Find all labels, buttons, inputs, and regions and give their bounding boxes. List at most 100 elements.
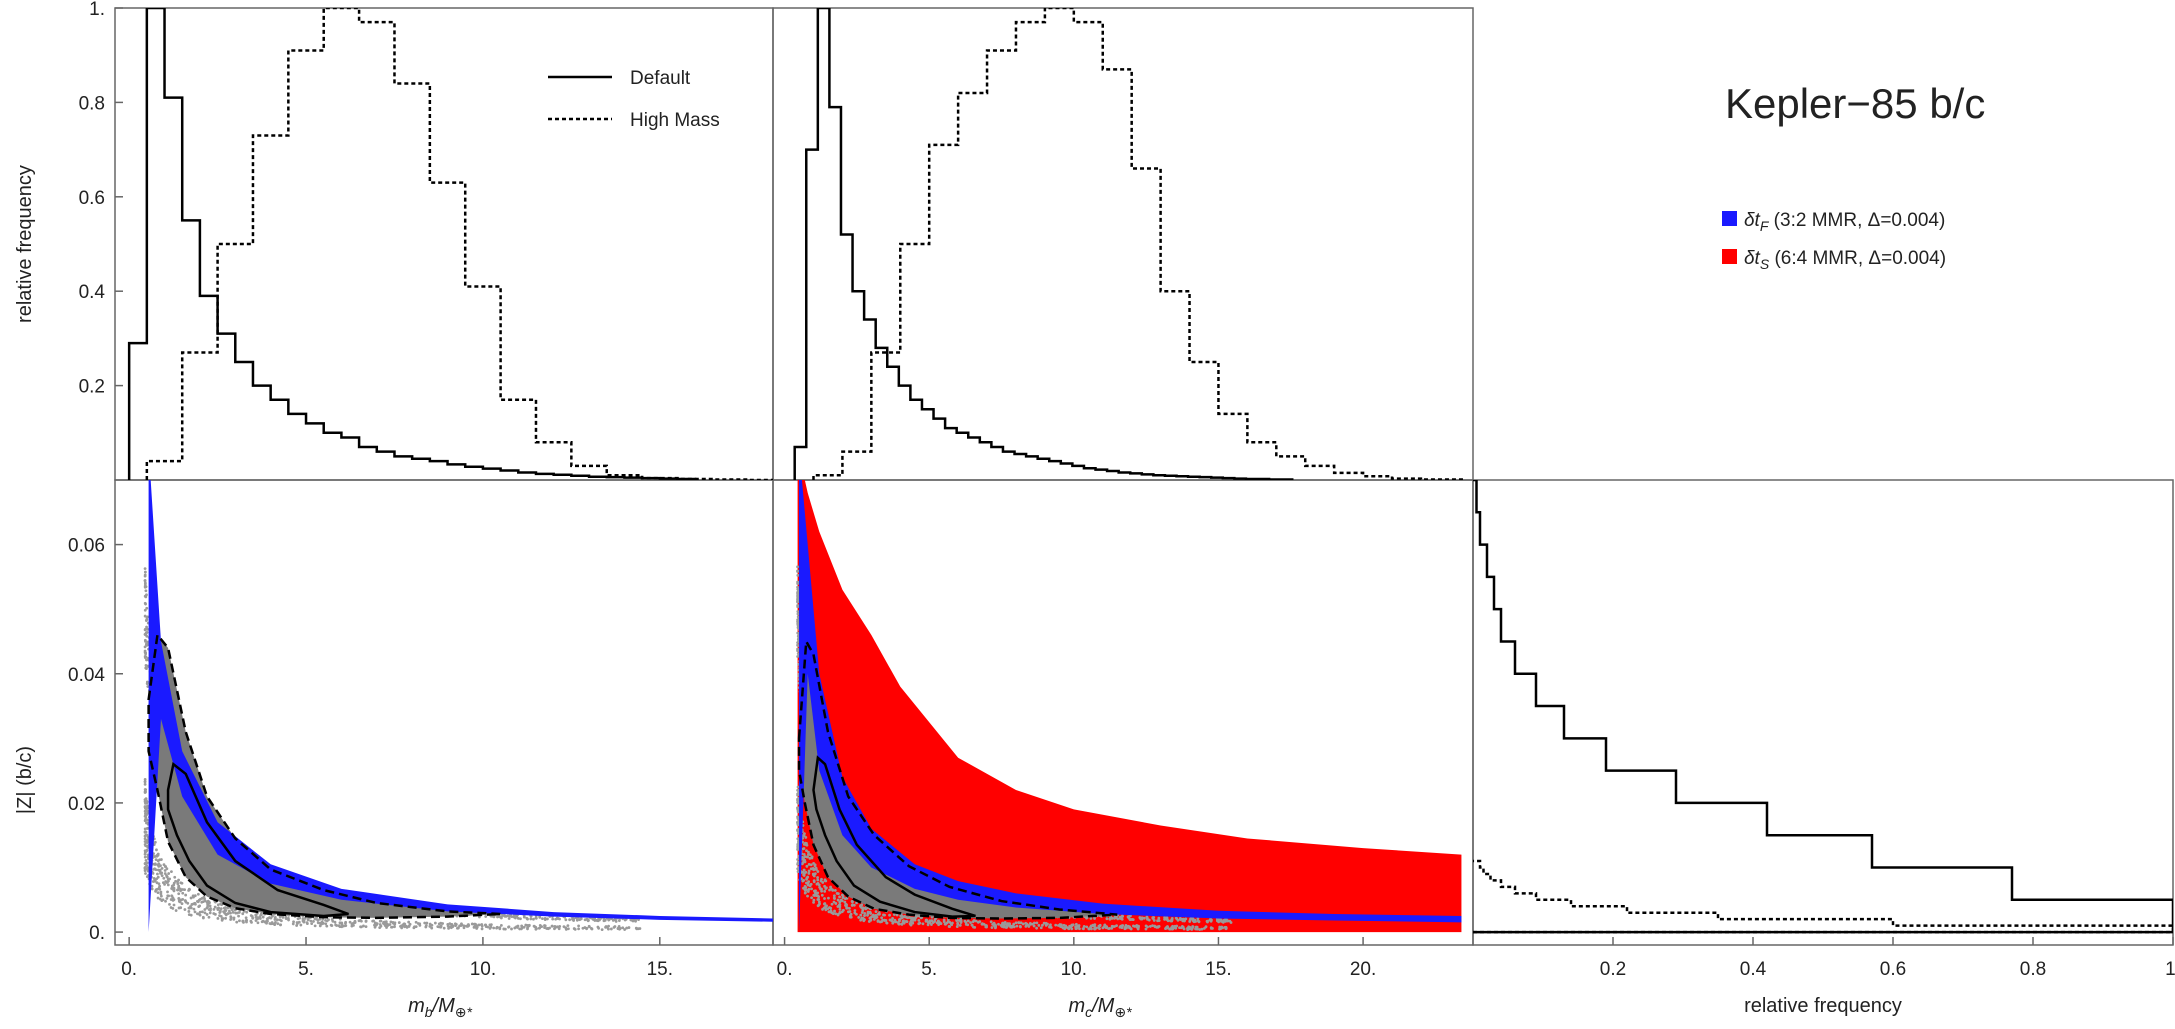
scatter-point: [796, 565, 799, 569]
scatter-point: [372, 919, 375, 923]
hist-top-left-dotted: [145, 8, 773, 480]
scatter-point: [330, 918, 334, 921]
scatter-point: [321, 917, 325, 921]
scatter-point: [1081, 927, 1085, 931]
scatter-point: [192, 895, 195, 899]
scatter-point: [153, 878, 157, 882]
scatter-point: [510, 927, 513, 931]
scatter-point: [144, 830, 148, 834]
xlabel-bottom-middle-sub: c: [1085, 1004, 1092, 1020]
scatter-point: [1105, 917, 1109, 921]
scatter-point: [832, 900, 836, 904]
scatter-point: [310, 922, 314, 926]
scatter-point: [557, 917, 560, 920]
scatter-point: [543, 916, 547, 920]
scatter-point: [1188, 920, 1192, 923]
scatter-point: [820, 889, 824, 893]
scatter-point: [414, 920, 418, 924]
scatter-point: [299, 923, 303, 927]
scatter-point: [592, 918, 596, 921]
scatter-point: [229, 911, 232, 915]
scatter-point: [999, 923, 1003, 927]
scatter-point: [244, 919, 248, 922]
scatter-point: [1024, 921, 1028, 925]
scatter-point: [164, 899, 167, 903]
scatter-point: [187, 910, 191, 913]
scatter-point: [180, 902, 184, 906]
scatter-point: [872, 917, 876, 921]
scatter-point: [1087, 927, 1091, 931]
scatter-point: [144, 807, 148, 811]
scatter-point: [972, 925, 975, 929]
scatter-point: [232, 916, 236, 920]
xlabel-bottom-right: relative frequency: [1744, 995, 1902, 1017]
scatter-point: [305, 922, 309, 926]
scatter-point: [796, 649, 800, 653]
scatter-point: [566, 924, 570, 927]
scatter-point: [885, 921, 889, 925]
scatter-point: [162, 863, 166, 866]
scatter-point: [844, 902, 848, 906]
scatter-point: [802, 868, 806, 872]
scatter-point: [153, 840, 157, 844]
scatter-point: [143, 582, 147, 586]
scatter-point: [173, 875, 177, 879]
scatter-point: [838, 895, 841, 899]
scatter-point: [579, 917, 583, 921]
scatter-point: [980, 922, 984, 926]
scatter-point: [292, 920, 295, 924]
scatter-point: [1107, 927, 1110, 931]
scatter-point: [955, 925, 959, 929]
scatter-point: [501, 914, 505, 917]
scatter-point: [878, 912, 881, 916]
scatter-point: [919, 916, 923, 920]
scatter-point: [143, 814, 147, 818]
scatter-point: [1138, 916, 1142, 919]
scatter-point: [340, 921, 344, 925]
scatter-point: [189, 896, 193, 900]
scatter-point: [206, 905, 209, 909]
scatter-point: [587, 924, 591, 928]
scatter-point: [607, 927, 610, 931]
scatter-point: [1114, 916, 1118, 920]
scatter-point: [1015, 924, 1019, 928]
scatter-point: [224, 916, 228, 920]
scatter-point: [1209, 917, 1212, 921]
scatter-point: [423, 921, 427, 925]
scatter-point: [156, 868, 160, 872]
scatter-point: [796, 569, 799, 573]
scatter-point: [241, 912, 245, 916]
scatter-point: [158, 897, 162, 901]
scatter-point: [818, 885, 822, 889]
scatter-point: [824, 905, 828, 908]
scatter-point: [577, 927, 580, 931]
scatter-point: [803, 855, 807, 859]
scatter-point: [242, 920, 245, 924]
scatter-point: [537, 926, 541, 930]
scatter-point: [568, 918, 572, 922]
scatter-point: [154, 889, 157, 893]
scatter-point: [557, 926, 561, 930]
scatter-point: [957, 919, 961, 922]
scatter-point: [816, 878, 820, 882]
scatter-point: [176, 888, 179, 892]
scatter-point: [863, 906, 867, 910]
scatter-point: [213, 905, 217, 909]
scatter-point: [480, 927, 484, 931]
scatter-point: [803, 841, 807, 845]
scatter-point: [905, 920, 909, 924]
scatter-point: [1012, 922, 1016, 926]
scatter-point: [807, 850, 810, 854]
scatter-point: [613, 925, 617, 928]
scatter-point: [526, 923, 530, 927]
scatter-point: [181, 891, 185, 895]
scatter-point: [146, 627, 150, 631]
scatter-point: [796, 815, 800, 819]
scatter-point: [205, 913, 209, 916]
scatter-point: [278, 915, 282, 919]
scatter-point: [1035, 921, 1039, 925]
scatter-point: [808, 856, 812, 860]
scatter-point: [268, 916, 271, 919]
scatter-point: [801, 847, 805, 851]
scatter-point: [488, 926, 492, 930]
